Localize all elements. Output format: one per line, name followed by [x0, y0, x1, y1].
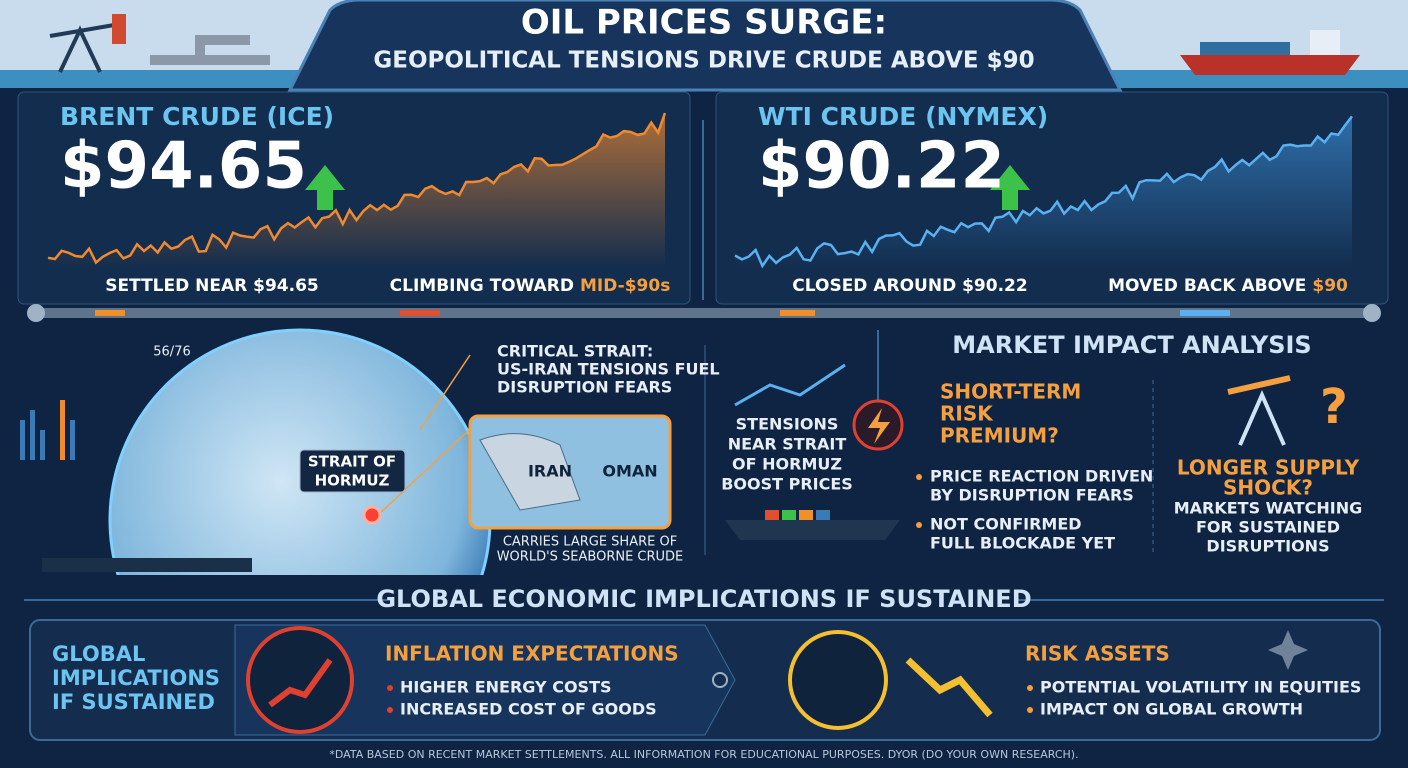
timeline-end [27, 304, 45, 322]
body-text: MARKETS WATCHING [1174, 499, 1363, 518]
inflation-icon [246, 626, 354, 734]
risk-arrow [905, 657, 993, 718]
up-arrow [305, 165, 345, 210]
body-text: DISRUPTIONS [1206, 537, 1329, 556]
subhead: SHOCK? [1223, 476, 1313, 500]
bullet [1027, 685, 1033, 691]
strait-label: HORMUZ [315, 472, 390, 490]
side-label: GLOBAL [52, 642, 145, 666]
bullet [387, 707, 393, 713]
caption: WORLD'S SEABORNE CRUDE [497, 550, 684, 565]
subhead: INFLATION EXPECTATIONS [385, 642, 679, 666]
title: OIL PRICES SURGE: [521, 3, 887, 43]
bullet [387, 685, 393, 691]
inset-label: OMAN [602, 462, 657, 481]
bullet-text: POTENTIAL VOLATILITY IN EQUITIES [1040, 678, 1361, 697]
callout: CRITICAL STRAIT: [497, 342, 653, 361]
trend-icon [734, 363, 846, 407]
footnote: *DATA BASED ON RECENT MARKET SETTLEMENTS… [329, 748, 1078, 761]
price: $94.65 [60, 130, 307, 204]
bullet-text: HIGHER ENERGY COSTS [400, 678, 612, 697]
bullet-text: NOT CONFIRMED [930, 515, 1082, 534]
ship [725, 520, 900, 540]
subhead: SHORT-TERM [940, 380, 1081, 404]
pipes-icon [150, 35, 270, 65]
risk-icon [788, 630, 888, 730]
inflation-arrow [268, 658, 333, 708]
up-arrow [990, 165, 1030, 210]
note-part: $90 [1312, 276, 1348, 296]
header-banner [287, 0, 1123, 92]
oil-pump-icon [49, 14, 126, 73]
bar-icons [20, 400, 75, 460]
subhead: LONGER SUPPLY [1177, 456, 1360, 480]
inflation-band [234, 624, 736, 736]
bullet [1027, 707, 1033, 713]
note: CLIMBING TOWARD MID-$90s [390, 276, 671, 296]
caption: CARRIES LARGE SHARE OF [503, 535, 677, 550]
pump-question-icon: ? [1227, 375, 1348, 446]
brent-price-area [48, 113, 665, 268]
market-name: WTI CRUDE (NYMEX) [758, 102, 1048, 131]
callout: DISRUPTION FEARS [497, 378, 672, 397]
market-name: BRENT CRUDE (ICE) [60, 102, 334, 131]
price: $90.22 [758, 130, 1005, 204]
note: MOVED BACK ABOVE $90 [1108, 276, 1348, 296]
leader [377, 419, 481, 516]
note: SETTLED NEAR $94.65 [105, 276, 319, 296]
note-part: MID-$90s [580, 276, 670, 296]
containers [765, 510, 830, 520]
subhead: RISK [940, 402, 994, 426]
brent-price-line [47, 112, 667, 265]
side-label: IF SUSTAINED [52, 690, 215, 714]
timeline-segments [95, 310, 1230, 316]
tensions-text: STENSIONS [736, 415, 839, 434]
texts: OIL PRICES SURGE: GEOPOLITICAL TENSIONS D… [52, 3, 1362, 762]
note: CLOSED AROUND $90.22 [792, 276, 1027, 296]
leader [419, 354, 471, 431]
wti-price-line [734, 115, 1353, 269]
subhead: RISK ASSETS [1025, 642, 1170, 666]
lightning [868, 408, 890, 444]
tensions-text: OF HORMUZ [732, 455, 842, 474]
bullet-text: IMPACT ON GLOBAL GROWTH [1040, 700, 1303, 719]
strait-label-box [299, 449, 406, 493]
connector [712, 672, 728, 688]
strait-label: STRAIT OF [308, 453, 396, 471]
tanker-icon [1180, 30, 1360, 75]
inset-label: IRAN [528, 462, 572, 481]
subtitle: GEOPOLITICAL TENSIONS DRIVE CRUDE ABOVE … [373, 48, 1034, 74]
bullet-text: BY DISRUPTION FEARS [930, 486, 1134, 505]
tensions-text: BOOST PRICES [721, 475, 853, 494]
svg-text:?: ? [1320, 379, 1348, 435]
side-label: IMPLICATIONS [52, 666, 220, 690]
section-title: GLOBAL ECONOMIC IMPLICATIONS IF SUSTAINE… [376, 585, 1031, 613]
callout: US-IRAN TENSIONS FUEL [497, 360, 720, 379]
bullet [916, 474, 922, 480]
bullet-text: FULL BLOCKADE YET [930, 534, 1115, 553]
body-text: FOR SUSTAINED [1196, 518, 1340, 537]
hormuz-marker [362, 505, 382, 525]
iran-shape [479, 433, 581, 511]
timeline-end [1363, 304, 1381, 322]
note-part: MOVED BACK ABOVE [1108, 276, 1306, 296]
bullet-text: PRICE REACTION DRIVEN [930, 467, 1153, 486]
note-part: CLIMBING TOWARD [390, 276, 574, 296]
sparkle [1268, 630, 1308, 670]
bullet [916, 522, 922, 528]
wti-price-area [735, 116, 1352, 269]
tensions-text: NEAR STRAIT [728, 435, 847, 454]
code-label: 56/76 [153, 345, 190, 360]
section-title: MARKET IMPACT ANALYSIS [952, 331, 1311, 359]
ship [42, 558, 252, 572]
subhead: PREMIUM? [940, 424, 1059, 448]
bullet-text: INCREASED COST OF GOODS [400, 700, 657, 719]
timeline-bar [36, 308, 1376, 318]
